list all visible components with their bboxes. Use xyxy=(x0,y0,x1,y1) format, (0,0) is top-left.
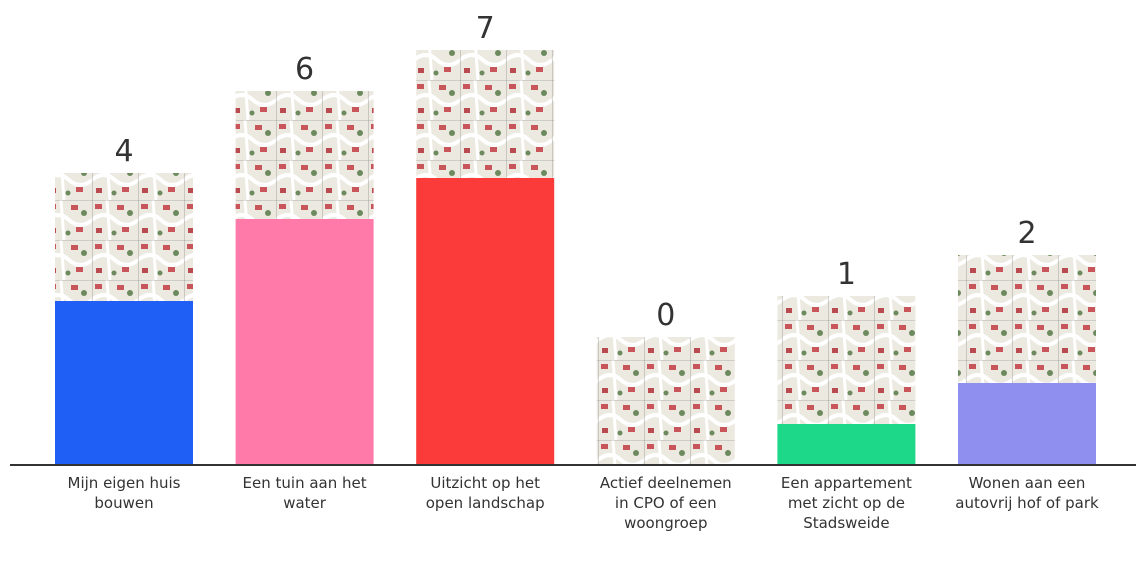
value-label: 2 xyxy=(1017,216,1036,251)
value-label: 6 xyxy=(295,52,314,87)
map-image xyxy=(235,91,374,219)
category-label: Uitzicht op het open landschap xyxy=(425,474,545,512)
bar xyxy=(235,219,374,465)
map-image xyxy=(777,296,916,424)
value-label: 0 xyxy=(656,298,675,333)
category-label: Een tuin aan het water xyxy=(242,474,367,512)
category-label: Actief deelnemen in CPO of een woongroep xyxy=(599,474,732,532)
map-image xyxy=(416,50,555,178)
bar xyxy=(777,424,916,465)
bar xyxy=(958,383,1096,465)
map-image xyxy=(958,255,1096,383)
map-image xyxy=(55,173,193,301)
bar xyxy=(55,301,193,465)
bar xyxy=(416,178,555,465)
category-label: Mijn eigen huis bouwen xyxy=(67,474,181,512)
value-label: 1 xyxy=(837,257,856,292)
category-label: Een appartement met zicht op de Stadswei… xyxy=(780,474,912,532)
value-label: 4 xyxy=(114,134,133,169)
value-label: 7 xyxy=(476,11,495,46)
map-image xyxy=(596,337,735,465)
category-label: Wonen aan een autovrij hof of park xyxy=(955,474,1099,512)
